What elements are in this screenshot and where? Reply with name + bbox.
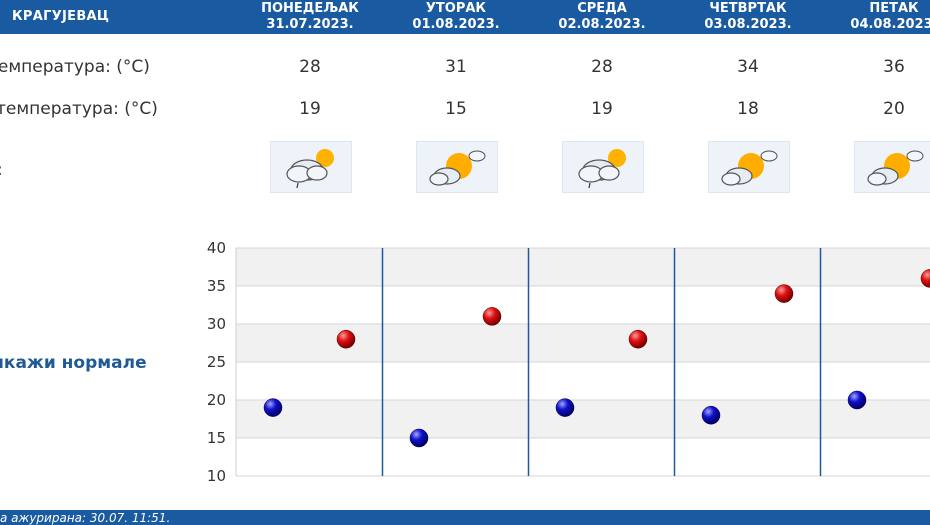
y-tick-label: 25: [207, 353, 226, 371]
day-name: ПЕТАК: [869, 1, 919, 16]
max-temp-marker: [628, 329, 648, 349]
grid-band: [236, 248, 930, 286]
day-date: 04.08.2023.: [850, 17, 930, 32]
day-header-2: УТОРАК 01.08.2023.: [383, 1, 529, 33]
min-temp-marker: [263, 398, 283, 417]
max-temp-value: 28: [591, 57, 613, 77]
grid-band: [236, 286, 930, 324]
day-header-3: СРЕДА 02.08.2023.: [529, 1, 675, 33]
min-temp-value: 18: [737, 99, 759, 119]
max-temp-value: 36: [883, 57, 905, 77]
min-temp-label: температура: (°C): [0, 99, 158, 119]
day-name: СРЕДА: [577, 1, 627, 16]
last-updated-text: а ажурирана: 30.07. 11:51.: [0, 511, 171, 525]
forecast-header: КРАГУЈЕВАЦ ПОНЕДЕЉАК 31.07.2023. УТОРАК …: [0, 0, 930, 34]
sun-cloud-icon: [416, 141, 498, 193]
y-tick-label: 20: [207, 391, 226, 409]
min-temp-marker: [701, 405, 721, 425]
day-name: ПОНЕДЕЉАК: [261, 1, 359, 16]
min-temp-marker: [555, 398, 575, 417]
cloud-sun-rain-icon: [562, 141, 644, 193]
min-temp-marker: [847, 390, 867, 410]
show-normals-link[interactable]: икажи нормале: [0, 353, 147, 373]
min-temp-value: 15: [445, 99, 467, 119]
min-temp-value: 20: [883, 99, 905, 119]
max-temp-marker: [920, 269, 930, 288]
max-temp-marker: [482, 307, 502, 326]
y-tick-label: 10: [207, 467, 226, 485]
weather-icon-label: :: [0, 160, 3, 180]
day-header-4: ЧЕТВРТАК 03.08.2023.: [675, 1, 821, 33]
city-name: КРАГУЈЕВАЦ: [12, 9, 110, 24]
day-date: 02.08.2023.: [558, 17, 646, 32]
max-temp-value: 31: [445, 57, 467, 77]
day-header-5: ПЕТАК 04.08.2023.: [821, 1, 930, 33]
min-temp-value: 19: [299, 99, 321, 119]
footer-bar: а ажурирана: 30.07. 11:51.: [0, 510, 930, 525]
y-tick-label: 35: [207, 277, 226, 295]
max-temp-marker: [774, 284, 794, 303]
temperature-chart: 40 35 30 25 20 15 10: [207, 239, 930, 485]
cloud-sun-rain-icon: [270, 141, 352, 193]
y-tick-label: 30: [207, 315, 226, 333]
day-header-1: ПОНЕДЕЉАК 31.07.2023.: [237, 1, 383, 33]
max-temp-label: температура: (°C): [0, 57, 150, 77]
y-tick-label: 15: [207, 429, 226, 447]
grid-band: [236, 438, 930, 476]
max-temp-value: 28: [299, 57, 321, 77]
day-date: 31.07.2023.: [266, 17, 354, 32]
sun-cloud-icon: [854, 141, 930, 193]
day-name: ЧЕТВРТАК: [709, 1, 787, 16]
day-date: 03.08.2023.: [704, 17, 792, 32]
min-temp-marker: [409, 428, 429, 448]
min-temp-value: 19: [591, 99, 613, 119]
grid-band: [236, 362, 930, 400]
day-name: УТОРАК: [425, 1, 487, 16]
sun-cloud-icon: [708, 141, 790, 193]
y-tick-label: 40: [207, 239, 226, 257]
grid-band: [236, 400, 930, 438]
max-temp-marker: [336, 329, 356, 349]
day-date: 01.08.2023.: [412, 17, 500, 32]
max-temp-value: 34: [737, 57, 759, 77]
